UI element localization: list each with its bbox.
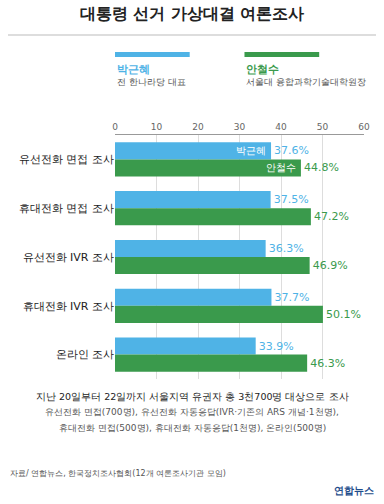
svg-text:안철수: 안철수 <box>266 162 296 173</box>
svg-text:유선전화 면접(700명), 유선전화 자동응답(IVR·기: 유선전화 면접(700명), 유선전화 자동응답(IVR·기존의 ARS 개념·… <box>45 407 339 417</box>
svg-text:박근혜: 박근혜 <box>236 145 266 156</box>
svg-text:유선전화 IVR 조사: 유선전화 IVR 조사 <box>23 251 114 264</box>
svg-text:46.9%: 46.9% <box>313 259 348 272</box>
svg-text:37.7%: 37.7% <box>274 291 309 304</box>
svg-text:유선전화 면접 조사: 유선전화 면접 조사 <box>19 153 114 166</box>
svg-text:37.5%: 37.5% <box>274 193 309 206</box>
svg-text:서울대 융합과학기술대학원장: 서울대 융합과학기술대학원장 <box>246 77 366 87</box>
svg-text:0: 0 <box>112 122 118 132</box>
svg-text:50.1%: 50.1% <box>326 308 361 321</box>
svg-text:전 한나라당 대표: 전 한나라당 대표 <box>117 77 186 87</box>
svg-text:60: 60 <box>358 122 370 132</box>
svg-text:자료/ 연합뉴스, 한국정치조사협회(12개 여론조사기관: 자료/ 연합뉴스, 한국정치조사협회(12개 여론조사기관 모임) <box>10 469 226 478</box>
svg-text:온라인 조사: 온라인 조사 <box>56 348 115 361</box>
svg-text:36.3%: 36.3% <box>269 242 304 255</box>
svg-text:47.2%: 47.2% <box>314 210 349 223</box>
svg-text:44.8%: 44.8% <box>304 161 339 174</box>
svg-text:33.9%: 33.9% <box>259 340 294 353</box>
svg-text:대통령 선거 가상대결 여론조사: 대통령 선거 가상대결 여론조사 <box>80 4 305 23</box>
svg-text:10: 10 <box>151 122 163 132</box>
svg-text:37.6%: 37.6% <box>274 144 309 157</box>
svg-text:안철수: 안철수 <box>246 63 279 76</box>
svg-text:20: 20 <box>192 122 204 132</box>
svg-text:지난 20일부터 22일까지 서울지역 유권자 총 3천70: 지난 20일부터 22일까지 서울지역 유권자 총 3천700명 대상으로 조사 <box>36 391 349 402</box>
svg-text:연합뉴스: 연합뉴스 <box>334 485 374 496</box>
svg-text:40: 40 <box>275 122 287 132</box>
svg-text:휴대전화 면접(500명), 휴대전화 자동응답(1천명),: 휴대전화 면접(500명), 휴대전화 자동응답(1천명), 온라인(500명) <box>59 423 326 433</box>
svg-text:50: 50 <box>317 122 329 132</box>
svg-text:30: 30 <box>234 122 246 132</box>
svg-text:박근혜: 박근혜 <box>117 63 150 76</box>
svg-text:46.3%: 46.3% <box>310 357 345 370</box>
svg-text:휴대전화 면접 조사: 휴대전화 면접 조사 <box>19 202 114 215</box>
svg-text:휴대전화 IVR 조사: 휴대전화 IVR 조사 <box>23 300 114 313</box>
